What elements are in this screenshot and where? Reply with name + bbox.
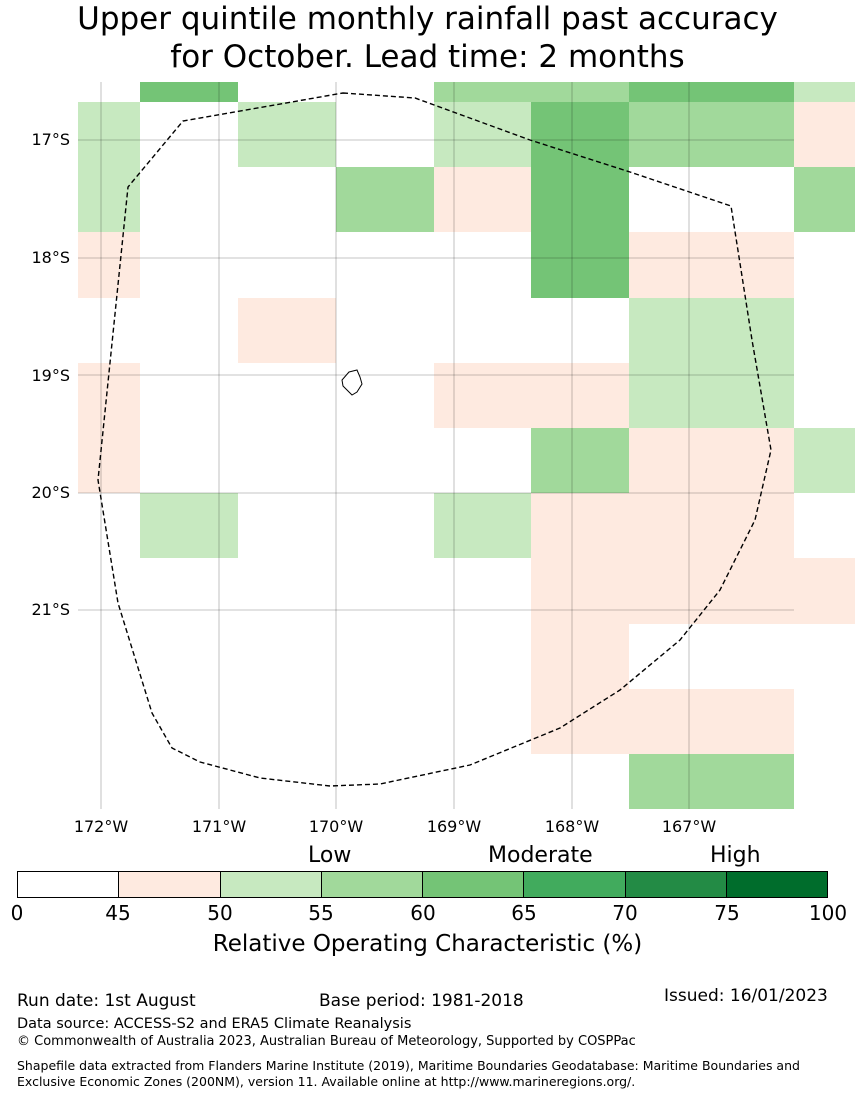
- title-line-2: for October. Lead time: 2 months: [170, 39, 685, 75]
- lat-label: 19°S: [31, 366, 70, 385]
- colorbar-segment: [726, 872, 827, 897]
- rainfall-accuracy-map: 17°S 18°S 19°S 20°S 21°S 172°W 171°W 170…: [31, 82, 855, 836]
- grid-cell: [727, 363, 794, 428]
- grid-cell: [78, 428, 140, 493]
- grid-cell: [238, 102, 336, 167]
- grid-cell: [531, 624, 629, 689]
- grid-cell: [727, 232, 794, 298]
- grid-cell: [727, 558, 794, 624]
- legend-high-caption: High: [710, 843, 761, 868]
- graticule: [78, 82, 794, 809]
- grid-cell: [238, 298, 336, 363]
- grid-cell: [629, 493, 727, 558]
- grid-cell: [727, 298, 794, 363]
- colorbar-segment: [119, 872, 221, 897]
- grid-cell: [629, 102, 727, 167]
- colorbar-tick: 50: [207, 901, 233, 925]
- grid-cell: [78, 232, 140, 298]
- grid-cell: [78, 167, 140, 232]
- grid-cell: [434, 167, 531, 232]
- grid-cell: [531, 363, 629, 428]
- colorbar-segment: [321, 872, 423, 897]
- colorbar-tick: 45: [105, 901, 131, 925]
- colorbar: [17, 871, 828, 898]
- colorbar-tick: 100: [808, 901, 848, 925]
- base-period: Base period: 1981-2018: [319, 991, 524, 1011]
- colorbar-tick: 70: [612, 901, 638, 925]
- grid-cell: [727, 428, 794, 493]
- lat-label: 18°S: [31, 248, 70, 267]
- grid-cell: [434, 82, 531, 102]
- grid-cell: [629, 428, 727, 493]
- colorbar-segment: [423, 872, 525, 897]
- map-title: Upper quintile monthly rainfall past acc…: [0, 0, 855, 76]
- grid-cell: [531, 689, 629, 754]
- grid-cell: [794, 428, 855, 493]
- grid-cell: [531, 428, 629, 493]
- grid-cell: [629, 232, 727, 298]
- colorbar-segment: [18, 872, 120, 897]
- grid-cell: [794, 102, 855, 167]
- grid-cell: [629, 298, 727, 363]
- grid-cell: [78, 363, 140, 428]
- lon-label: 171°W: [192, 817, 247, 836]
- grid-cell: [531, 493, 629, 558]
- lat-label: 20°S: [31, 483, 70, 502]
- shapefile-credit: Shapefile data extracted from Flanders M…: [17, 1058, 800, 1089]
- legend-moderate-caption: Moderate: [488, 843, 593, 868]
- copyright: © Commonwealth of Australia 2023, Austra…: [17, 1034, 636, 1049]
- grid-cell: [629, 689, 727, 754]
- grid-cell: [629, 558, 727, 624]
- grid-cell: [531, 558, 629, 624]
- colorbar-segment: [625, 872, 727, 897]
- issued-date: Issued: 16/01/2023: [664, 986, 828, 1006]
- colorbar-tick: 75: [714, 901, 740, 925]
- grid-cell: [727, 493, 794, 558]
- grid-cell: [434, 363, 531, 428]
- data-source: Data source: ACCESS-S2 and ERA5 Climate …: [17, 1016, 412, 1032]
- grid-cell: [794, 82, 855, 102]
- lon-label: 169°W: [427, 817, 482, 836]
- colorbar-tick: 0: [10, 901, 24, 925]
- grid-cell: [727, 102, 794, 167]
- colorbar-label: Relative Operating Characteristic (%): [212, 931, 643, 957]
- lon-label: 168°W: [545, 817, 600, 836]
- lon-label: 170°W: [309, 817, 364, 836]
- grid-cell: [531, 167, 629, 232]
- lon-label: 167°W: [662, 817, 717, 836]
- grid-cell: [140, 493, 238, 558]
- grid-cell: [629, 754, 727, 809]
- run-date: Run date: 1st August: [17, 991, 196, 1011]
- island-outline: [341, 369, 363, 396]
- grid-cell: [140, 82, 238, 102]
- eez-boundary: [97, 92, 772, 787]
- grid-cell: [727, 754, 794, 809]
- legend-low-caption: Low: [308, 843, 352, 868]
- grid-cell: [336, 167, 434, 232]
- grid-cell: [629, 363, 727, 428]
- colorbar-tick: 60: [410, 901, 436, 925]
- colorbar-tick: 65: [511, 901, 537, 925]
- colorbar-tick: 55: [308, 901, 334, 925]
- grid-cells: [78, 82, 855, 809]
- grid-cell: [727, 689, 794, 754]
- grid-cell: [434, 493, 531, 558]
- grid-cell: [629, 82, 727, 102]
- grid-cell: [531, 232, 629, 298]
- title-line-1: Upper quintile monthly rainfall past acc…: [77, 1, 778, 37]
- grid-cell: [794, 558, 855, 624]
- colorbar-segment: [220, 872, 322, 897]
- grid-cell: [727, 82, 794, 102]
- lat-label: 17°S: [31, 130, 70, 149]
- grid-cell: [794, 167, 855, 232]
- grid-cell: [531, 82, 629, 102]
- grid-cell: [78, 102, 140, 167]
- lon-label: 172°W: [74, 817, 129, 836]
- lat-label: 21°S: [31, 600, 70, 619]
- colorbar-segment: [524, 872, 626, 897]
- grid-cell: [531, 102, 629, 167]
